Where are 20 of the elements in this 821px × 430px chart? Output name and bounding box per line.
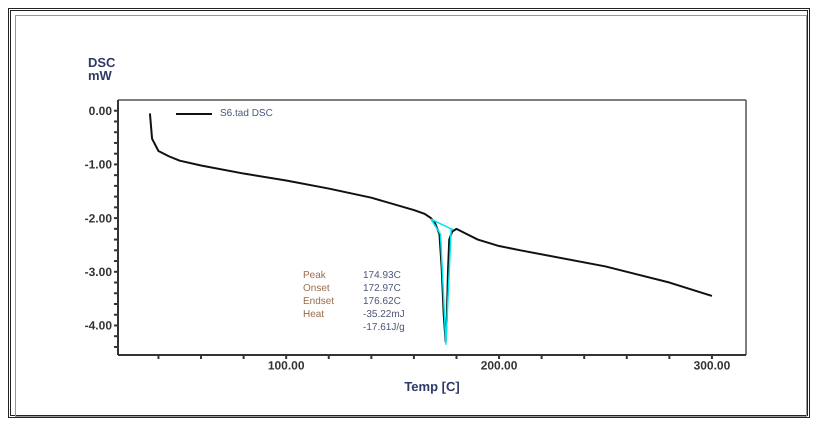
annotation: -17.61J/g: [363, 322, 406, 333]
annotation: Endset: [303, 296, 336, 307]
annotation: Onset: [303, 283, 331, 294]
annotation: Heat: [303, 309, 326, 320]
x-axis-title: Temp [C]: [404, 379, 460, 394]
x-tick-label: 100.00: [268, 358, 305, 373]
annotation: -35.22mJ: [363, 309, 406, 320]
y-tick-label: -1.00: [84, 158, 112, 172]
y-tick-label: -3.00: [84, 265, 112, 280]
y-tick-label: -2.00: [84, 211, 112, 226]
annotation: 176.62C: [363, 296, 402, 307]
annotation: Peak: [303, 270, 327, 281]
annotation: 174.93C: [363, 270, 402, 281]
y-tick-label: 0.00: [88, 104, 112, 118]
x-tick-label: 300.00: [694, 358, 731, 373]
x-tick-label: 200.00: [480, 358, 518, 373]
y-tick-label: -4.00: [84, 318, 112, 333]
legend-label: S6.tad DSC: [220, 108, 273, 119]
y-axis-title: DSC mW: [88, 55, 116, 83]
annotation: 172.97C: [363, 283, 402, 294]
